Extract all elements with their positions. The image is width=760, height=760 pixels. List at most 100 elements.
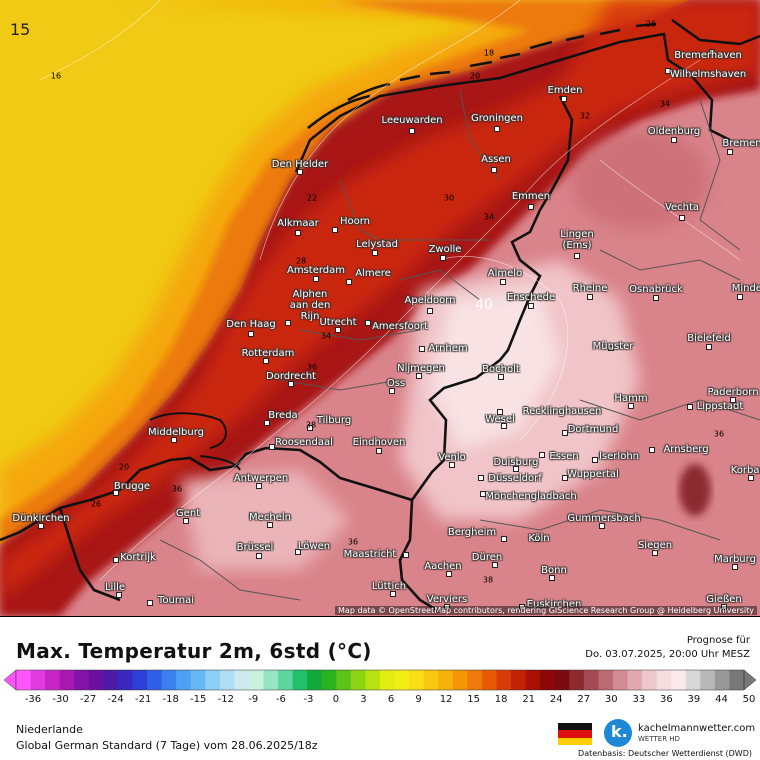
city-label[interactable]: Dortmund	[567, 424, 619, 435]
colorbar-tick-label: -3	[303, 694, 314, 705]
city-label[interactable]: Antwerpen	[233, 473, 289, 484]
city-label[interactable]: Münster	[592, 341, 634, 352]
city-label[interactable]: Marburg	[714, 554, 756, 565]
isotherm-label: 18	[483, 48, 495, 58]
city-label[interactable]: Tilburg	[316, 415, 352, 426]
city-label[interactable]: Mecheln	[249, 512, 291, 523]
city-label[interactable]: Korbach	[730, 465, 760, 476]
city-label[interactable]: Essen	[549, 451, 579, 462]
city-label[interactable]: Gummersbach	[567, 513, 641, 524]
isotherm-label: 22	[306, 193, 318, 203]
city-marker	[335, 327, 341, 333]
city-label[interactable]: Brugge	[113, 481, 151, 492]
temperature-map[interactable]: 15 Bremerhaven Wilhelmshaven Emden Oldenbur…	[0, 0, 760, 617]
city-label[interactable]: Lüttich	[371, 581, 407, 592]
city-label[interactable]: Nijmegen	[397, 363, 445, 374]
city-marker	[539, 452, 545, 458]
city-label[interactable]: Amersfoort	[372, 321, 428, 332]
city-label[interactable]: Paderborn	[707, 387, 759, 398]
city-label[interactable]: Hoorn	[339, 216, 371, 227]
city-label[interactable]: Lippstadt	[696, 401, 744, 412]
city-label[interactable]: Gießen	[706, 594, 742, 605]
city-label[interactable]: Köln	[528, 533, 550, 544]
city-label[interactable]: Verviers	[426, 594, 468, 605]
city-label[interactable]: Almelo	[487, 268, 523, 279]
city-label[interactable]: Venlo	[438, 452, 466, 463]
colorbar-tick-label: 0	[332, 694, 340, 705]
city-label[interactable]: Lelystad	[356, 239, 398, 250]
colorbar-segment	[685, 670, 701, 690]
city-label[interactable]: Recklinghausen	[522, 406, 602, 417]
city-label[interactable]: Dordrecht	[266, 371, 316, 382]
brand-name[interactable]: kachelmannwetter.com	[638, 723, 756, 734]
city-label[interactable]: Düren	[471, 552, 503, 563]
kachelmann-logo-icon[interactable]: k.	[604, 719, 632, 747]
colorbar-segment	[540, 670, 556, 690]
city-label[interactable]: Breda	[268, 410, 298, 421]
city-label[interactable]: Bremerhaven	[674, 50, 742, 61]
city-label[interactable]: Bergheim	[447, 527, 497, 538]
city-label[interactable]: Amsterdam	[286, 265, 346, 276]
city-label[interactable]: Bielefeld	[687, 333, 731, 344]
city-label[interactable]: Vechta	[664, 202, 700, 213]
city-label[interactable]: Arnhem	[428, 343, 468, 354]
city-label[interactable]: Oldenburg	[647, 126, 701, 137]
city-label[interactable]: Kortrijk	[120, 552, 156, 563]
city-marker	[409, 128, 415, 134]
city-label[interactable]: Arnsberg	[663, 444, 709, 455]
city-label[interactable]: Utrecht	[319, 317, 357, 328]
city-label[interactable]: Assen	[481, 154, 511, 165]
city-label[interactable]: Düsseldorf	[488, 473, 542, 484]
city-label[interactable]: Den Haag	[226, 319, 276, 330]
city-label[interactable]: Wesel	[485, 414, 515, 425]
city-label[interactable]: Emden	[547, 85, 583, 96]
city-label[interactable]: Duisburg	[493, 457, 539, 468]
colorbar-segment	[511, 670, 527, 690]
city-label[interactable]: Wuppertal	[567, 469, 619, 480]
city-label[interactable]: Iserlohn	[599, 451, 639, 462]
city-label[interactable]: Aachen	[424, 561, 462, 572]
city-label[interactable]: Almere	[355, 268, 391, 279]
city-label[interactable]: Bonn	[541, 565, 567, 576]
city-label[interactable]: Middelburg	[147, 427, 205, 438]
city-label[interactable]: Bremen	[722, 138, 760, 149]
city-label[interactable]: Den Helder	[271, 159, 329, 170]
city-label[interactable]: Lille	[104, 582, 126, 593]
city-label[interactable]: Apeldoorn	[404, 295, 456, 306]
city-label[interactable]: Rotterdam	[241, 348, 295, 359]
city-label[interactable]: Gent	[175, 508, 201, 519]
city-label[interactable]: Eindhoven	[352, 437, 406, 448]
city-label[interactable]: Mönchengladbach	[485, 491, 577, 502]
city-label[interactable]: Maastricht	[343, 549, 397, 560]
city-label[interactable]: Wilhelmshaven	[669, 69, 747, 80]
city-label[interactable]: Zwolle	[428, 244, 462, 255]
city-label[interactable]: Oss	[386, 378, 406, 389]
city-label[interactable]: Rheine	[572, 283, 608, 294]
city-label[interactable]: Euskirchen	[526, 599, 582, 610]
city-marker	[549, 575, 555, 581]
city-label[interactable]: Alkmaar	[277, 218, 319, 229]
colorbar-segment	[103, 670, 119, 690]
city-label[interactable]: Roosendaal	[275, 437, 333, 448]
city-marker	[449, 462, 455, 468]
city-marker	[528, 204, 534, 210]
city-label[interactable]: Minden	[731, 283, 760, 294]
city-label[interactable]: Bocholt	[482, 364, 520, 375]
city-marker	[307, 425, 313, 431]
colorbar-tick-label: 15	[467, 694, 480, 705]
map-attribution: Map data © OpenStreetMap contributors, r…	[335, 606, 757, 615]
corner-value-label: 15	[10, 20, 31, 39]
city-label[interactable]: Enschede	[506, 292, 556, 303]
city-label[interactable]: Dünkirchen	[12, 513, 70, 524]
city-label[interactable]: Leeuwarden	[381, 115, 443, 126]
city-label[interactable]: Brüssel	[236, 542, 274, 553]
city-label[interactable]: Osnabrück	[629, 284, 683, 295]
city-label[interactable]: Siegen	[637, 540, 673, 551]
city-label[interactable]: Emmen	[511, 191, 551, 202]
city-label[interactable]: Tournai	[157, 595, 195, 606]
city-label[interactable]: Lingen (Ems)	[560, 229, 594, 251]
city-label[interactable]: Groningen	[470, 113, 524, 124]
city-label[interactable]: Löwen	[297, 541, 331, 552]
city-label[interactable]: Alphen aan den Rijn	[289, 289, 331, 322]
city-label[interactable]: Hamm	[614, 393, 648, 404]
